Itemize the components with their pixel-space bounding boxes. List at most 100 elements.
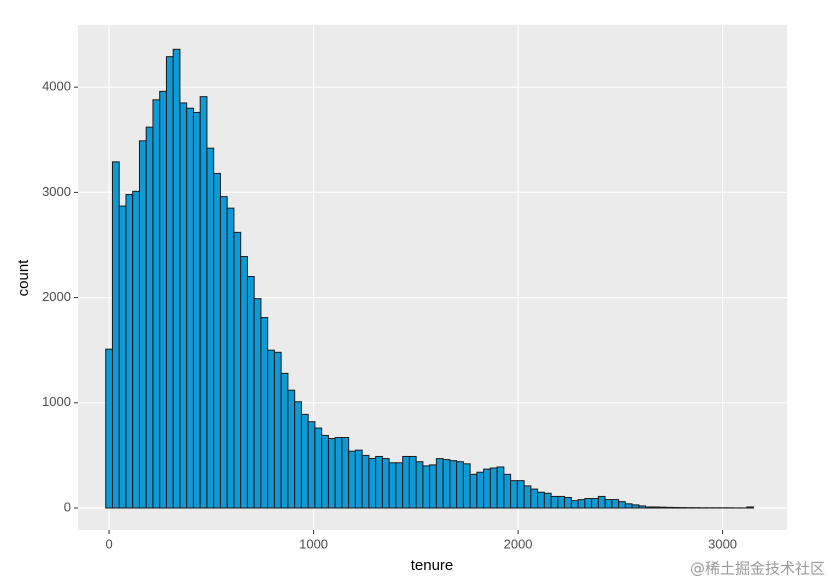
bar (300, 413, 309, 509)
bar (651, 506, 660, 509)
bar (442, 459, 451, 509)
bar (246, 276, 255, 509)
bar (530, 488, 539, 509)
bar (395, 462, 404, 509)
bar (260, 317, 269, 509)
bar (267, 349, 275, 509)
bar (618, 501, 626, 509)
bar (611, 499, 620, 509)
bar (354, 449, 363, 509)
bar (381, 458, 390, 509)
bar (658, 506, 667, 509)
bar (348, 450, 356, 509)
bar (125, 193, 134, 509)
x-tick-label: 3000 (708, 536, 737, 551)
bar (510, 480, 518, 509)
bar (327, 438, 336, 509)
bar (523, 485, 532, 509)
bar (402, 455, 410, 509)
bar (138, 140, 147, 509)
bar (159, 90, 167, 509)
bar (186, 107, 194, 509)
bar (557, 495, 566, 509)
bar (489, 467, 498, 509)
x-axis-title: tenure (411, 557, 454, 574)
bar (429, 464, 437, 509)
y-tick-label: 4000 (42, 79, 71, 94)
bar (496, 466, 505, 509)
bar (550, 495, 559, 509)
bar (145, 126, 154, 509)
bar (287, 389, 296, 509)
bar (152, 99, 161, 509)
bar (422, 465, 431, 509)
bar (408, 455, 417, 509)
bar (645, 506, 653, 509)
bar (631, 504, 640, 509)
bar (449, 460, 458, 509)
bar (105, 348, 113, 509)
bar (591, 498, 599, 509)
bar (368, 458, 377, 509)
bar (570, 500, 579, 509)
y-tick-label: 2000 (42, 289, 71, 304)
bar (199, 96, 208, 509)
bar (537, 491, 545, 509)
bar (111, 161, 120, 509)
y-tick-label: 1000 (42, 394, 71, 409)
bar (577, 499, 586, 509)
y-axis-title: count (15, 259, 32, 297)
bar (307, 421, 316, 509)
bar (213, 172, 221, 509)
bar (334, 437, 343, 509)
bar (273, 351, 282, 509)
x-tick-label: 0 (105, 536, 112, 551)
bar (516, 480, 525, 509)
bar (361, 454, 370, 509)
bar (746, 506, 755, 509)
bar (388, 462, 397, 509)
bar (638, 505, 647, 509)
bar (456, 461, 464, 509)
bar (179, 102, 188, 509)
bar (604, 499, 613, 509)
x-tick-label: 1000 (299, 536, 328, 551)
bar (341, 437, 350, 509)
bar (172, 48, 181, 509)
y-tick-label: 3000 (42, 184, 71, 199)
bar (375, 455, 383, 509)
bar (483, 468, 491, 509)
bar (543, 492, 552, 509)
bar (321, 434, 329, 509)
bar (240, 256, 248, 509)
bar (469, 473, 478, 509)
bar (233, 231, 242, 509)
bar (503, 473, 512, 509)
bar (165, 56, 174, 509)
bar (314, 427, 323, 509)
bar (415, 461, 424, 509)
x-tick-label: 2000 (504, 536, 533, 551)
bar (435, 458, 444, 509)
bar (665, 506, 674, 509)
bar (294, 401, 302, 509)
bar (118, 205, 127, 509)
y-tick-label: 0 (64, 499, 71, 514)
bar (253, 298, 262, 509)
bar (672, 506, 680, 509)
bar (219, 196, 228, 509)
bar (462, 463, 471, 509)
bar (206, 147, 215, 509)
bar (132, 190, 140, 509)
bar (280, 372, 289, 509)
watermark: @稀土掘金技术社区 (690, 560, 825, 578)
bar (584, 498, 593, 509)
bar (476, 471, 485, 509)
bar (192, 111, 201, 509)
bar (226, 207, 235, 509)
bar (564, 496, 572, 509)
bar (624, 503, 633, 509)
bar (597, 495, 606, 509)
